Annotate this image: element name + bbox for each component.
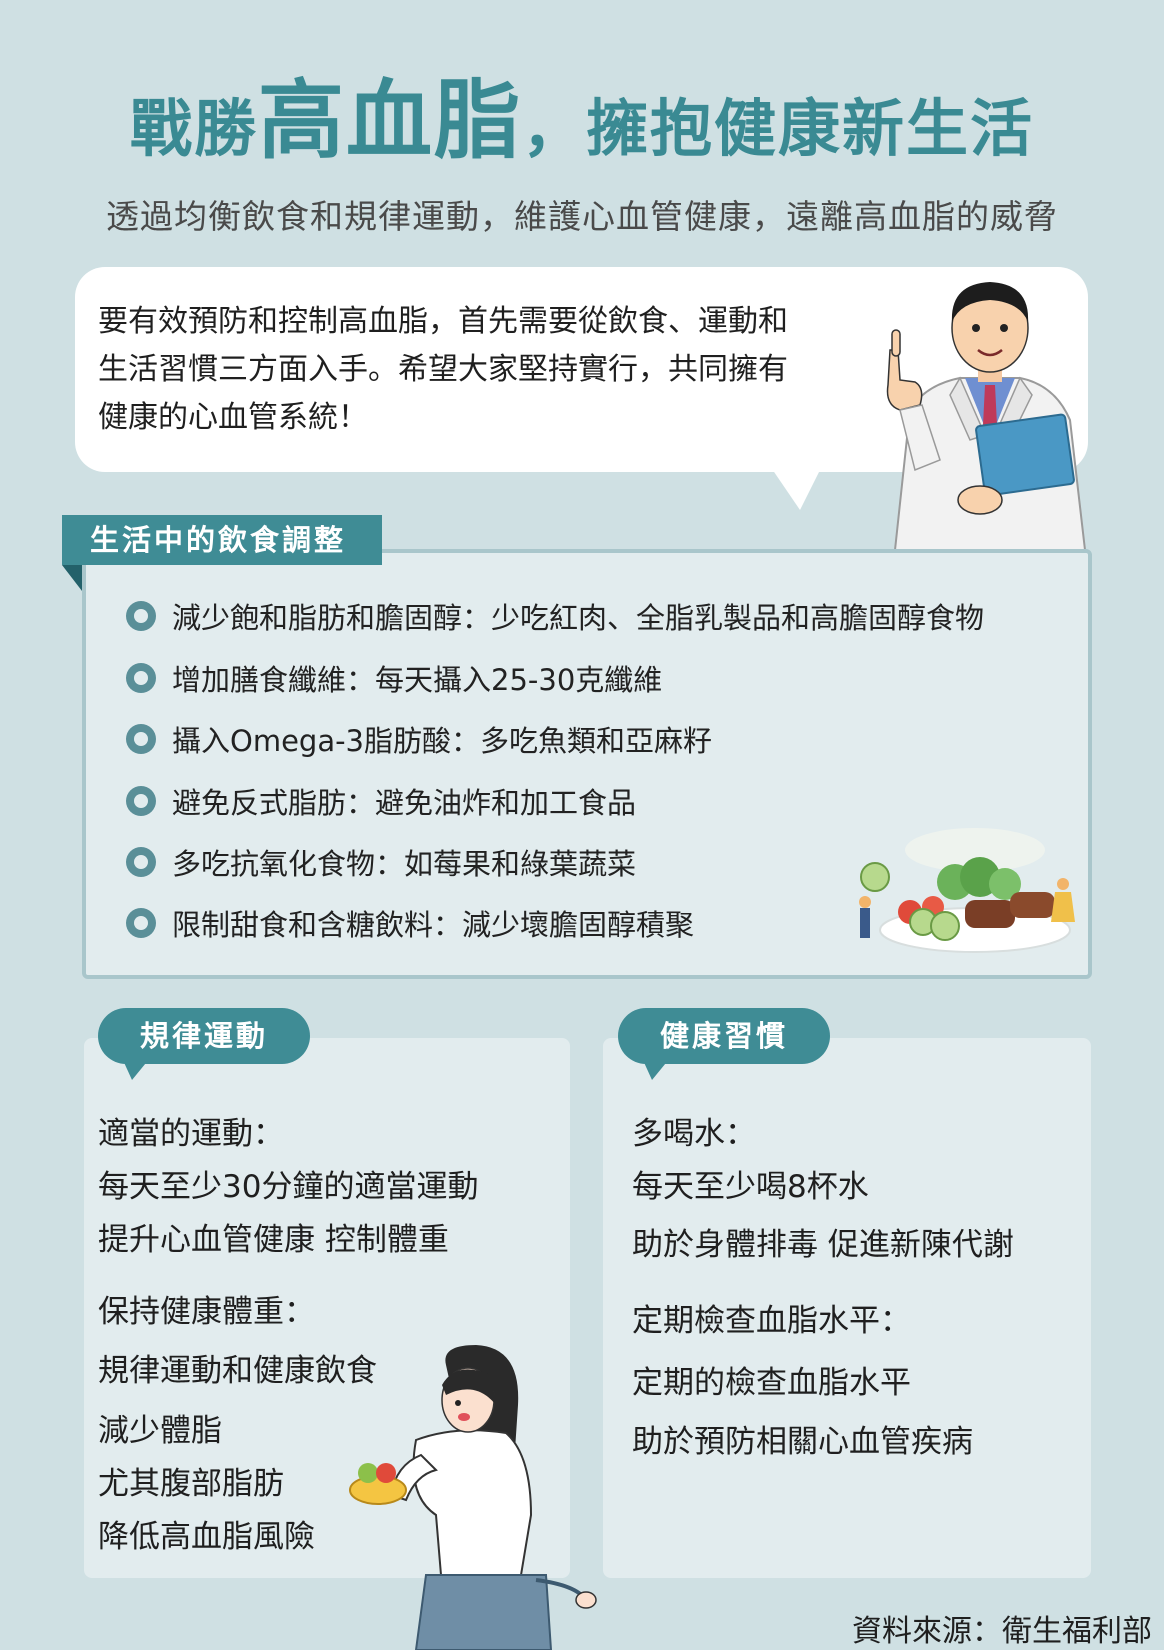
diet-item: 減少飽和脂肪和膽固醇：少吃紅肉、全脂乳製品和高膽固醇食物 (126, 596, 984, 636)
exercise-line: 降低高血脂風險 (98, 1519, 315, 1555)
page-subtitle: 透過均衡飲食和規律運動，維護心血管健康，遠離高血脂的威脅 (106, 197, 1058, 236)
diet-item-text: 攝入Omega-3脂肪酸：多吃魚類和亞麻籽 (172, 724, 713, 758)
intro-line: 健康的心血管系統！ (98, 400, 368, 435)
intro-bubble-tail (770, 466, 822, 510)
diet-item: 攝入Omega-3脂肪酸：多吃魚類和亞麻籽 (126, 719, 712, 759)
habits-line: 定期檢查血脂水平： (632, 1303, 911, 1339)
intro-text: 要有效預防和控制高血脂，首先需要從飲食、運動和 生活習慣三方面入手。希望大家堅持… (98, 298, 888, 442)
ring-bullet-icon (126, 601, 156, 631)
ring-bullet-icon (126, 724, 156, 754)
diet-heading: 生活中的飲食調整 (62, 515, 382, 565)
habits-heading: 健康習慣 (618, 1008, 830, 1064)
exercise-line: 適當的運動： (98, 1116, 284, 1152)
diet-item-text: 增加膳食纖維：每天攝入25-30克纖維 (172, 663, 663, 697)
title-part-3: ，擁抱健康新生活 (522, 92, 1035, 165)
habits-line: 每天至少喝8杯水 (632, 1169, 869, 1205)
habits-card (603, 1038, 1091, 1578)
ring-bullet-icon (126, 847, 156, 877)
doctor-illustration (886, 282, 1087, 550)
diet-item-text: 限制甜食和含糖飲料：減少壞膽固醇積聚 (172, 908, 695, 942)
exercise-line: 規律運動和健康飲食 (98, 1353, 377, 1389)
habits-line: 助於預防相關心血管疾病 (632, 1424, 973, 1460)
exercise-line: 尤其腹部脂肪 (98, 1466, 284, 1502)
ring-bullet-icon (126, 786, 156, 816)
ring-bullet-icon (126, 908, 156, 938)
exercise-heading: 規律運動 (98, 1008, 310, 1064)
diet-item: 增加膳食纖維：每天攝入25-30克纖維 (126, 658, 662, 698)
source-credit: 資料來源：衛生福利部 (852, 1614, 1152, 1649)
diet-item-text: 避免反式脂肪：避免油炸和加工食品 (172, 786, 637, 820)
exercise-line: 減少體脂 (98, 1413, 222, 1449)
habits-line: 助於身體排毒 促進新陳代謝 (632, 1227, 1014, 1263)
exercise-line: 保持健康體重： (98, 1294, 315, 1330)
diet-item-text: 多吃抗氧化食物：如莓果和綠葉蔬菜 (172, 847, 637, 881)
diet-item-text: 減少飽和脂肪和膽固醇：少吃紅肉、全脂乳製品和高膽固醇食物 (172, 601, 985, 635)
title-part-1: 戰勝 (129, 92, 258, 165)
intro-line: 生活習慣三方面入手。希望大家堅持實行，共同擁有 (98, 352, 788, 387)
diet-item: 避免反式脂肪：避免油炸和加工食品 (126, 781, 636, 821)
diet-tag-fold (62, 565, 82, 591)
diet-item: 限制甜食和含糖飲料：減少壞膽固醇積聚 (126, 903, 694, 943)
diet-item: 多吃抗氧化食物：如莓果和綠葉蔬菜 (126, 842, 636, 882)
woman-weight-loss-illustration (349, 1345, 597, 1650)
ring-bullet-icon (126, 663, 156, 693)
title-part-2: 高血脂 (258, 71, 522, 171)
habits-line: 定期的檢查血脂水平 (632, 1365, 911, 1401)
intro-line: 要有效預防和控制高血脂，首先需要從飲食、運動和 (98, 304, 788, 339)
salad-plate-illustration (859, 828, 1075, 953)
habits-line: 多喝水： (632, 1116, 756, 1152)
exercise-line: 提升心血管健康 控制體重 (98, 1222, 449, 1258)
exercise-line: 每天至少30分鐘的適當運動 (98, 1169, 479, 1205)
page-title: 戰勝高血脂，擁抱健康新生活 (0, 50, 1164, 175)
